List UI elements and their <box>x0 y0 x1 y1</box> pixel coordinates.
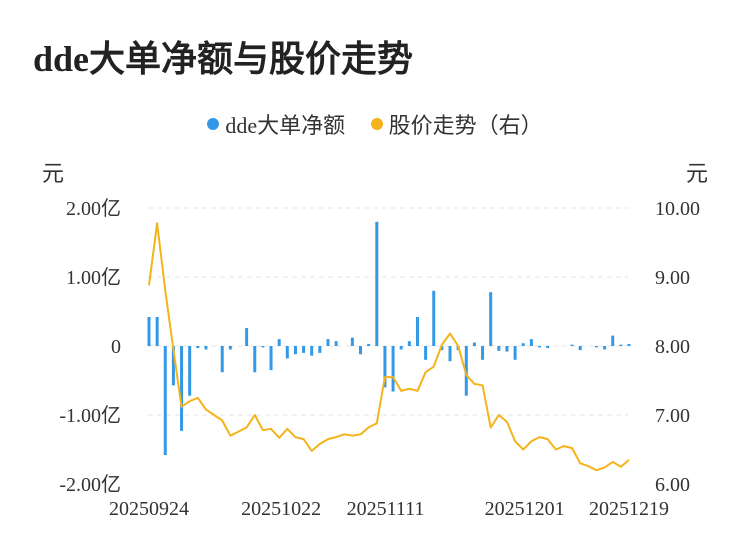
bar[interactable] <box>326 339 330 346</box>
right-axis-ticks: 10.00 9.00 8.00 7.00 6.00 <box>655 198 700 496</box>
bar[interactable] <box>424 346 428 360</box>
left-tick-label: -1.00亿 <box>59 404 121 427</box>
bar[interactable] <box>171 346 175 386</box>
left-tick-label: -2.00亿 <box>59 473 121 496</box>
bar[interactable] <box>611 335 615 346</box>
bar[interactable] <box>513 346 517 360</box>
bar[interactable] <box>464 346 468 396</box>
right-tick-label: 9.00 <box>655 267 690 289</box>
left-axis-unit: 元 <box>42 161 65 186</box>
x-axis-ticks: 20250924 20251022 20251111 20251201 20251219 <box>109 498 669 520</box>
bar[interactable] <box>497 346 501 351</box>
bar-series <box>147 221 631 456</box>
bar[interactable] <box>220 346 224 373</box>
bar[interactable] <box>415 317 419 346</box>
bar[interactable] <box>367 343 371 346</box>
bar[interactable] <box>570 344 574 346</box>
bar[interactable] <box>261 346 265 348</box>
legend-item-dde[interactable]: dde大单净额 <box>207 108 345 140</box>
bar[interactable] <box>188 346 192 396</box>
x-tick-label: 20251111 <box>347 498 425 520</box>
x-tick-label: 20251219 <box>589 498 669 520</box>
bar[interactable] <box>196 346 200 349</box>
legend-dot-dde <box>207 118 220 130</box>
x-tick-label: 20251201 <box>485 498 565 520</box>
bar[interactable] <box>440 346 444 351</box>
bar[interactable] <box>578 346 582 351</box>
left-tick-label: 2.00亿 <box>66 197 121 220</box>
bar[interactable] <box>302 346 306 353</box>
bar[interactable] <box>521 343 525 346</box>
left-tick-label: 0 <box>111 336 121 358</box>
bar[interactable] <box>546 346 550 349</box>
bar[interactable] <box>359 346 363 355</box>
bar[interactable] <box>603 346 607 350</box>
bar[interactable] <box>147 317 151 346</box>
bar[interactable] <box>399 346 403 350</box>
bar[interactable] <box>383 346 387 388</box>
bar[interactable] <box>481 346 485 360</box>
right-tick-label: 8.00 <box>655 336 690 358</box>
bar[interactable] <box>350 337 354 346</box>
bar[interactable] <box>269 346 273 371</box>
left-tick-label: 1.00亿 <box>66 266 121 289</box>
right-axis-unit: 元 <box>685 161 708 186</box>
bar[interactable] <box>391 346 395 392</box>
right-tick-label: 7.00 <box>655 405 690 427</box>
bar[interactable] <box>448 346 452 362</box>
bar[interactable] <box>204 346 208 350</box>
bar[interactable] <box>180 346 184 431</box>
price-line[interactable] <box>148 222 630 472</box>
bar[interactable] <box>538 346 542 348</box>
bar[interactable] <box>277 339 281 346</box>
bar[interactable] <box>594 346 598 348</box>
legend-dot-price <box>370 118 383 130</box>
bar[interactable] <box>619 344 623 346</box>
grid-lines <box>148 207 628 416</box>
legend-item-price[interactable]: 股价走势（右） <box>370 108 543 140</box>
chart-title: dde大单净额与股价走势 <box>33 39 414 79</box>
bar[interactable] <box>627 343 631 346</box>
bar[interactable] <box>505 346 509 352</box>
bar[interactable] <box>310 346 314 356</box>
bar[interactable] <box>293 346 297 355</box>
bar[interactable] <box>334 341 338 346</box>
legend-label-dde: dde大单净额 <box>225 113 346 138</box>
right-tick-label: 10.00 <box>655 198 700 220</box>
bar[interactable] <box>407 341 411 346</box>
x-tick-label: 20251022 <box>241 498 321 520</box>
bar[interactable] <box>245 328 249 346</box>
bar[interactable] <box>155 317 159 346</box>
left-axis-ticks: 2.00亿 1.00亿 0 -1.00亿 -2.00亿 <box>59 197 121 496</box>
legend: dde大单净额 股价走势（右） <box>0 108 750 140</box>
bar[interactable] <box>253 346 257 373</box>
bar[interactable] <box>228 346 232 350</box>
x-tick-label: 20250924 <box>109 498 189 520</box>
bar[interactable] <box>489 292 493 346</box>
bar[interactable] <box>318 346 322 353</box>
bar[interactable] <box>285 346 289 359</box>
bar[interactable] <box>472 342 476 346</box>
bar[interactable] <box>163 346 167 456</box>
legend-label-price: 股价走势（右） <box>388 113 543 138</box>
bar[interactable] <box>432 290 436 346</box>
line-series <box>148 222 630 472</box>
right-tick-label: 6.00 <box>655 474 690 496</box>
bar[interactable] <box>375 221 379 346</box>
bar[interactable] <box>529 339 533 346</box>
